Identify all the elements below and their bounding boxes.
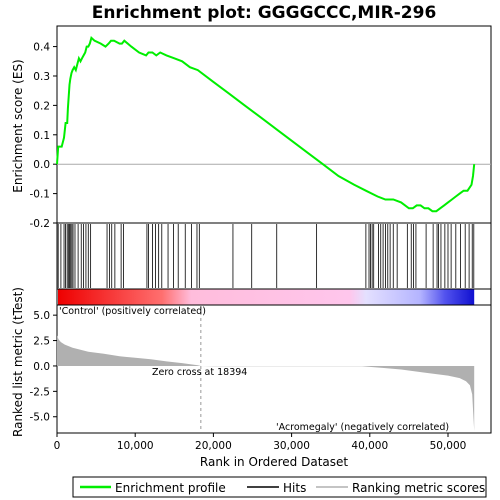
zero-cross-label: Zero cross at 18394 — [152, 367, 247, 378]
metric-y-axis: -5.0 -2.5 0.0 2.5 5.0 — [30, 310, 57, 424]
enrichment-y-axis: -0.2 -0.1 0.0 0.1 0.2 0.3 0.4 — [30, 42, 57, 230]
metric-y-tick-label: 0.0 — [33, 361, 50, 373]
x-tick-label: 40,000 — [351, 440, 388, 452]
enrichment-y-tick-label: 0.0 — [33, 159, 50, 171]
x-axis: 0 10,000 20,000 30,000 40,000 50,000 — [54, 433, 467, 452]
rank-color-bar — [58, 289, 475, 305]
hit-markers — [57, 224, 475, 288]
legend: Enrichment profile Hits Ranking metric s… — [72, 476, 487, 498]
enrichment-y-tick-label: 0.1 — [33, 130, 50, 142]
legend-metric-label: Ranking metric scores — [352, 481, 485, 495]
legend-frame — [72, 476, 487, 498]
enrichment-panel-frame — [56, 25, 492, 224]
metric-y-tick-label: -2.5 — [30, 386, 51, 398]
enrichment-y-tick-label: -0.1 — [30, 189, 51, 201]
x-tick-label: 30,000 — [273, 440, 310, 452]
legend-hits-label: Hits — [283, 481, 306, 495]
metric-y-tick-label: 2.5 — [33, 336, 50, 348]
metric-panel-frame — [56, 304, 492, 434]
enrichment-profile-line — [56, 35, 476, 213]
enrichment-y-tick-label: 0.4 — [33, 42, 50, 54]
x-axis-label: Rank in Ordered Dataset — [200, 455, 348, 469]
ranking-metric-area — [57, 335, 475, 431]
enrichment-y-tick-label: -0.2 — [30, 218, 51, 230]
positive-correlation-label: 'Control' (positively correlated) — [59, 306, 206, 317]
x-tick-label: 10,000 — [117, 440, 154, 452]
metric-y-axis-label: Ranked list metric (tTest) — [11, 287, 25, 437]
enrichment-y-tick-label: 0.3 — [33, 71, 50, 83]
metric-y-tick-label: 5.0 — [33, 310, 50, 322]
enrichment-y-axis-label: Enrichment score (ES) — [11, 59, 25, 192]
negative-correlation-label: 'Acromegaly' (negatively correlated) — [276, 422, 449, 433]
x-tick-label: 50,000 — [430, 440, 467, 452]
enrichment-y-tick-label: 0.2 — [33, 100, 50, 112]
legend-enrichment-label: Enrichment profile — [115, 481, 226, 495]
x-tick-label: 20,000 — [195, 440, 232, 452]
metric-y-tick-label: -5.0 — [30, 412, 51, 424]
x-tick-label: 0 — [54, 440, 61, 452]
chart-title: Enrichment plot: GGGGCCC,MIR-296 — [92, 3, 437, 23]
